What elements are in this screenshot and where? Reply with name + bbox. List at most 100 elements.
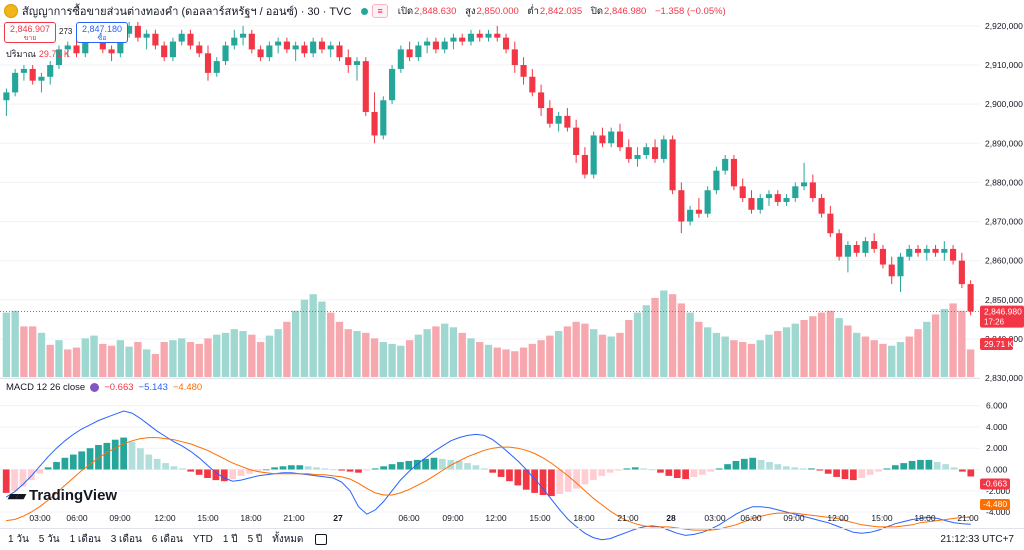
candle-body: [239, 33, 247, 38]
volume-bar: [195, 343, 203, 377]
volume-bar: [2, 312, 11, 377]
volume-bar: [660, 290, 668, 377]
time-tick: 15:00: [529, 513, 551, 523]
volume-bar: [318, 301, 326, 377]
range-button[interactable]: 5 ปี: [247, 534, 263, 545]
macd-histogram-bar: [917, 459, 924, 470]
price-tick: 2,850,000: [985, 295, 1023, 305]
candle-body: [336, 45, 343, 58]
volume-bar: [248, 334, 256, 377]
macd-histogram-bar: [925, 459, 933, 470]
volume-bar: [309, 294, 317, 377]
volume-bar: [852, 332, 861, 377]
candles: [3, 22, 974, 316]
macd-histogram-bar: [397, 462, 404, 470]
calendar-icon[interactable]: [315, 534, 328, 545]
macd-pane: [2, 410, 975, 541]
candle-body: [564, 115, 571, 128]
candle-body: [774, 194, 781, 202]
macd-histogram-bar: [640, 468, 648, 470]
macd-histogram-bar: [195, 469, 203, 475]
range-button[interactable]: 1 ปี: [222, 534, 238, 545]
volume-bar: [142, 349, 151, 377]
hist-badge: [980, 478, 1010, 490]
macd-histogram-bar: [707, 469, 715, 472]
range-button[interactable]: 6 เดือน: [151, 534, 183, 545]
macd-histogram-bar: [480, 468, 488, 470]
macd-legend[interactable]: MACD 12 26 close −0.663 −5.143 −4.480: [6, 382, 203, 393]
volume-bar: [923, 321, 931, 377]
volume-bar: [581, 323, 589, 377]
range-button[interactable]: ทั้งหมด: [272, 534, 304, 545]
volume-bar: [686, 312, 694, 377]
ohlc-readout: เปิด2,848.630 สูง2,850.000 ต่ำ2,842.035 …: [397, 5, 726, 17]
candle-body: [161, 45, 168, 58]
volume-bar: [809, 316, 817, 377]
candle-body: [695, 209, 702, 214]
volume-bar: [99, 343, 107, 377]
sell-button[interactable]: 2,846.907 ขาย: [4, 22, 56, 43]
candle-body: [713, 170, 720, 191]
price-axis: 2,920,000 2,910,000 2,900,000 2,890,000 2,88…: [0, 21, 1024, 517]
candle-body: [757, 198, 764, 210]
candle-body: [643, 147, 650, 156]
range-button[interactable]: 1 เดือน: [69, 534, 101, 545]
volume-bar: [458, 332, 466, 377]
volume-bar: [300, 299, 309, 377]
tradingview-logo[interactable]: ▰▰ TradingView: [8, 487, 118, 504]
volume-bar: [870, 340, 878, 377]
volume-bar: [423, 329, 431, 377]
macd-histogram-bar: [766, 462, 773, 470]
time-tick: 03:00: [704, 513, 726, 523]
candle-body: [204, 53, 212, 73]
candle-body: [143, 33, 150, 38]
candle-body: [827, 213, 834, 234]
price-tick: 2,880,000: [985, 177, 1023, 187]
candle-body: [485, 33, 492, 38]
price-tick: 2,920,000: [985, 21, 1023, 31]
macd-histogram-bar: [841, 469, 849, 480]
range-button[interactable]: 1 วัน: [8, 534, 29, 545]
time-tick: 18:00: [240, 513, 262, 523]
macd-tick: 2.000: [986, 443, 1008, 453]
candle-body: [371, 111, 378, 136]
volume-bar: [677, 303, 686, 377]
clock[interactable]: 21:12:33 UTC+7: [940, 534, 1014, 545]
volume-bar: [747, 343, 756, 377]
volume-legend[interactable]: ปริมาณ 29.71 K: [6, 49, 70, 59]
range-button[interactable]: YTD: [192, 534, 213, 545]
candle-body: [739, 186, 746, 199]
macd-histogram-bar: [313, 467, 320, 470]
market-status-icon: [361, 7, 369, 15]
settings-tag-button[interactable]: ≡: [372, 4, 388, 18]
volume-bar: [563, 326, 572, 377]
last-price-label: 2,846.980: [984, 307, 1022, 317]
macd-histogram-bar: [740, 458, 748, 470]
candle-body: [424, 41, 431, 46]
symbol-title[interactable]: สัญญาการซื้อขายส่วนต่างทองคำ (ดอลลาร์สหร…: [22, 6, 352, 18]
macd-histogram-bar: [329, 469, 337, 471]
candle-body: [55, 49, 63, 66]
range-button[interactable]: 5 วัน: [38, 534, 60, 545]
indicator-settings-icon[interactable]: [90, 383, 100, 392]
macd-histogram-bar: [531, 469, 538, 493]
candle-body: [169, 41, 177, 58]
candle-body: [178, 33, 185, 42]
macd-histogram-bar: [78, 451, 86, 470]
time-tick: 18:00: [914, 513, 936, 523]
candle-body: [389, 68, 396, 101]
candle-body: [538, 92, 545, 109]
macd-histogram-bar: [782, 466, 790, 470]
price-tick: 2,860,000: [985, 256, 1023, 266]
time-tick: 21:00: [283, 513, 305, 523]
buy-button[interactable]: 2,847.180 ซื้อ: [76, 22, 128, 43]
macd-histogram-bar: [212, 469, 220, 481]
volume-bar: [178, 338, 186, 377]
candle-body: [362, 61, 369, 112]
candle-body: [459, 37, 466, 42]
volume-bar: [896, 342, 905, 377]
volume-bar: [844, 325, 852, 377]
macd-histogram-bar: [86, 448, 94, 470]
range-button[interactable]: 3 เดือน: [110, 534, 142, 545]
